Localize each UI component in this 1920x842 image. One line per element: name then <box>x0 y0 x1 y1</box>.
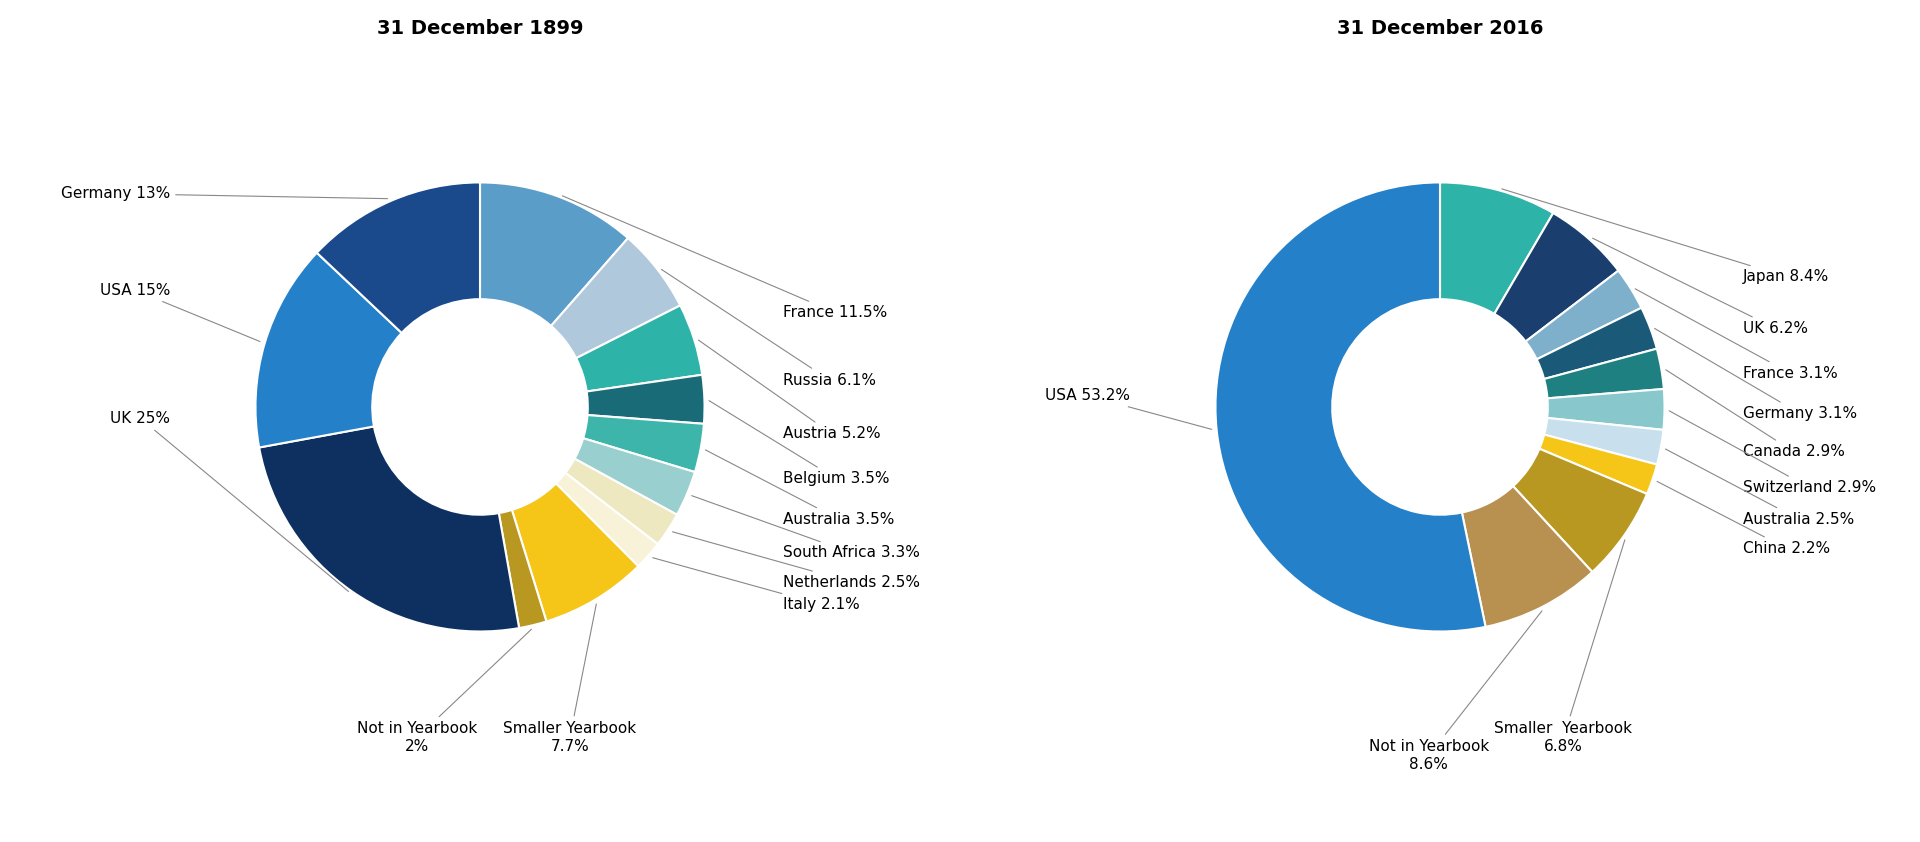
Wedge shape <box>1513 449 1647 572</box>
Wedge shape <box>1440 183 1553 314</box>
Text: Canada 2.9%: Canada 2.9% <box>1667 370 1845 460</box>
Text: Smaller Yearbook
7.7%: Smaller Yearbook 7.7% <box>503 604 636 754</box>
Wedge shape <box>588 375 705 424</box>
Wedge shape <box>551 238 680 358</box>
Wedge shape <box>574 438 695 514</box>
Text: Australia 2.5%: Australia 2.5% <box>1665 449 1855 527</box>
Wedge shape <box>1494 213 1619 342</box>
Text: Germany 13%: Germany 13% <box>61 186 388 201</box>
Wedge shape <box>1215 183 1486 632</box>
Text: Italy 2.1%: Italy 2.1% <box>653 557 860 612</box>
Wedge shape <box>557 473 659 566</box>
Wedge shape <box>1461 486 1592 626</box>
Text: Japan 8.4%: Japan 8.4% <box>1501 189 1830 285</box>
Wedge shape <box>1540 434 1657 494</box>
Wedge shape <box>564 459 678 544</box>
Text: USA 53.2%: USA 53.2% <box>1044 388 1212 429</box>
Text: Switzerland 2.9%: Switzerland 2.9% <box>1668 411 1876 495</box>
Text: Russia 6.1%: Russia 6.1% <box>662 269 876 387</box>
Text: Belgium 3.5%: Belgium 3.5% <box>708 401 889 487</box>
Text: China 2.2%: China 2.2% <box>1657 482 1830 556</box>
Wedge shape <box>259 426 518 632</box>
Wedge shape <box>1544 418 1663 465</box>
Text: USA 15%: USA 15% <box>100 283 259 342</box>
Text: South Africa 3.3%: South Africa 3.3% <box>691 496 920 561</box>
Wedge shape <box>1526 270 1642 360</box>
Wedge shape <box>499 510 547 628</box>
Title: 31 December 1899: 31 December 1899 <box>376 19 584 38</box>
Wedge shape <box>584 415 705 472</box>
Wedge shape <box>513 483 637 621</box>
Text: Netherlands 2.5%: Netherlands 2.5% <box>672 532 920 589</box>
Wedge shape <box>480 183 628 326</box>
Wedge shape <box>317 183 480 333</box>
Text: Smaller  Yearbook
6.8%: Smaller Yearbook 6.8% <box>1494 540 1632 754</box>
Wedge shape <box>1548 389 1665 430</box>
Text: UK 6.2%: UK 6.2% <box>1592 238 1809 336</box>
Wedge shape <box>576 306 703 392</box>
Wedge shape <box>255 253 401 447</box>
Text: Not in Yearbook
2%: Not in Yearbook 2% <box>357 629 532 754</box>
Wedge shape <box>1536 308 1657 379</box>
Text: Australia 3.5%: Australia 3.5% <box>705 450 895 527</box>
Title: 31 December 2016: 31 December 2016 <box>1336 19 1544 38</box>
Wedge shape <box>1544 349 1665 398</box>
Text: France 3.1%: France 3.1% <box>1636 289 1837 381</box>
Text: France 11.5%: France 11.5% <box>563 196 887 320</box>
Text: Germany 3.1%: Germany 3.1% <box>1655 328 1857 421</box>
Text: UK 25%: UK 25% <box>109 411 349 591</box>
Text: Not in Yearbook
8.6%: Not in Yearbook 8.6% <box>1369 610 1542 771</box>
Text: Austria 5.2%: Austria 5.2% <box>699 340 881 441</box>
